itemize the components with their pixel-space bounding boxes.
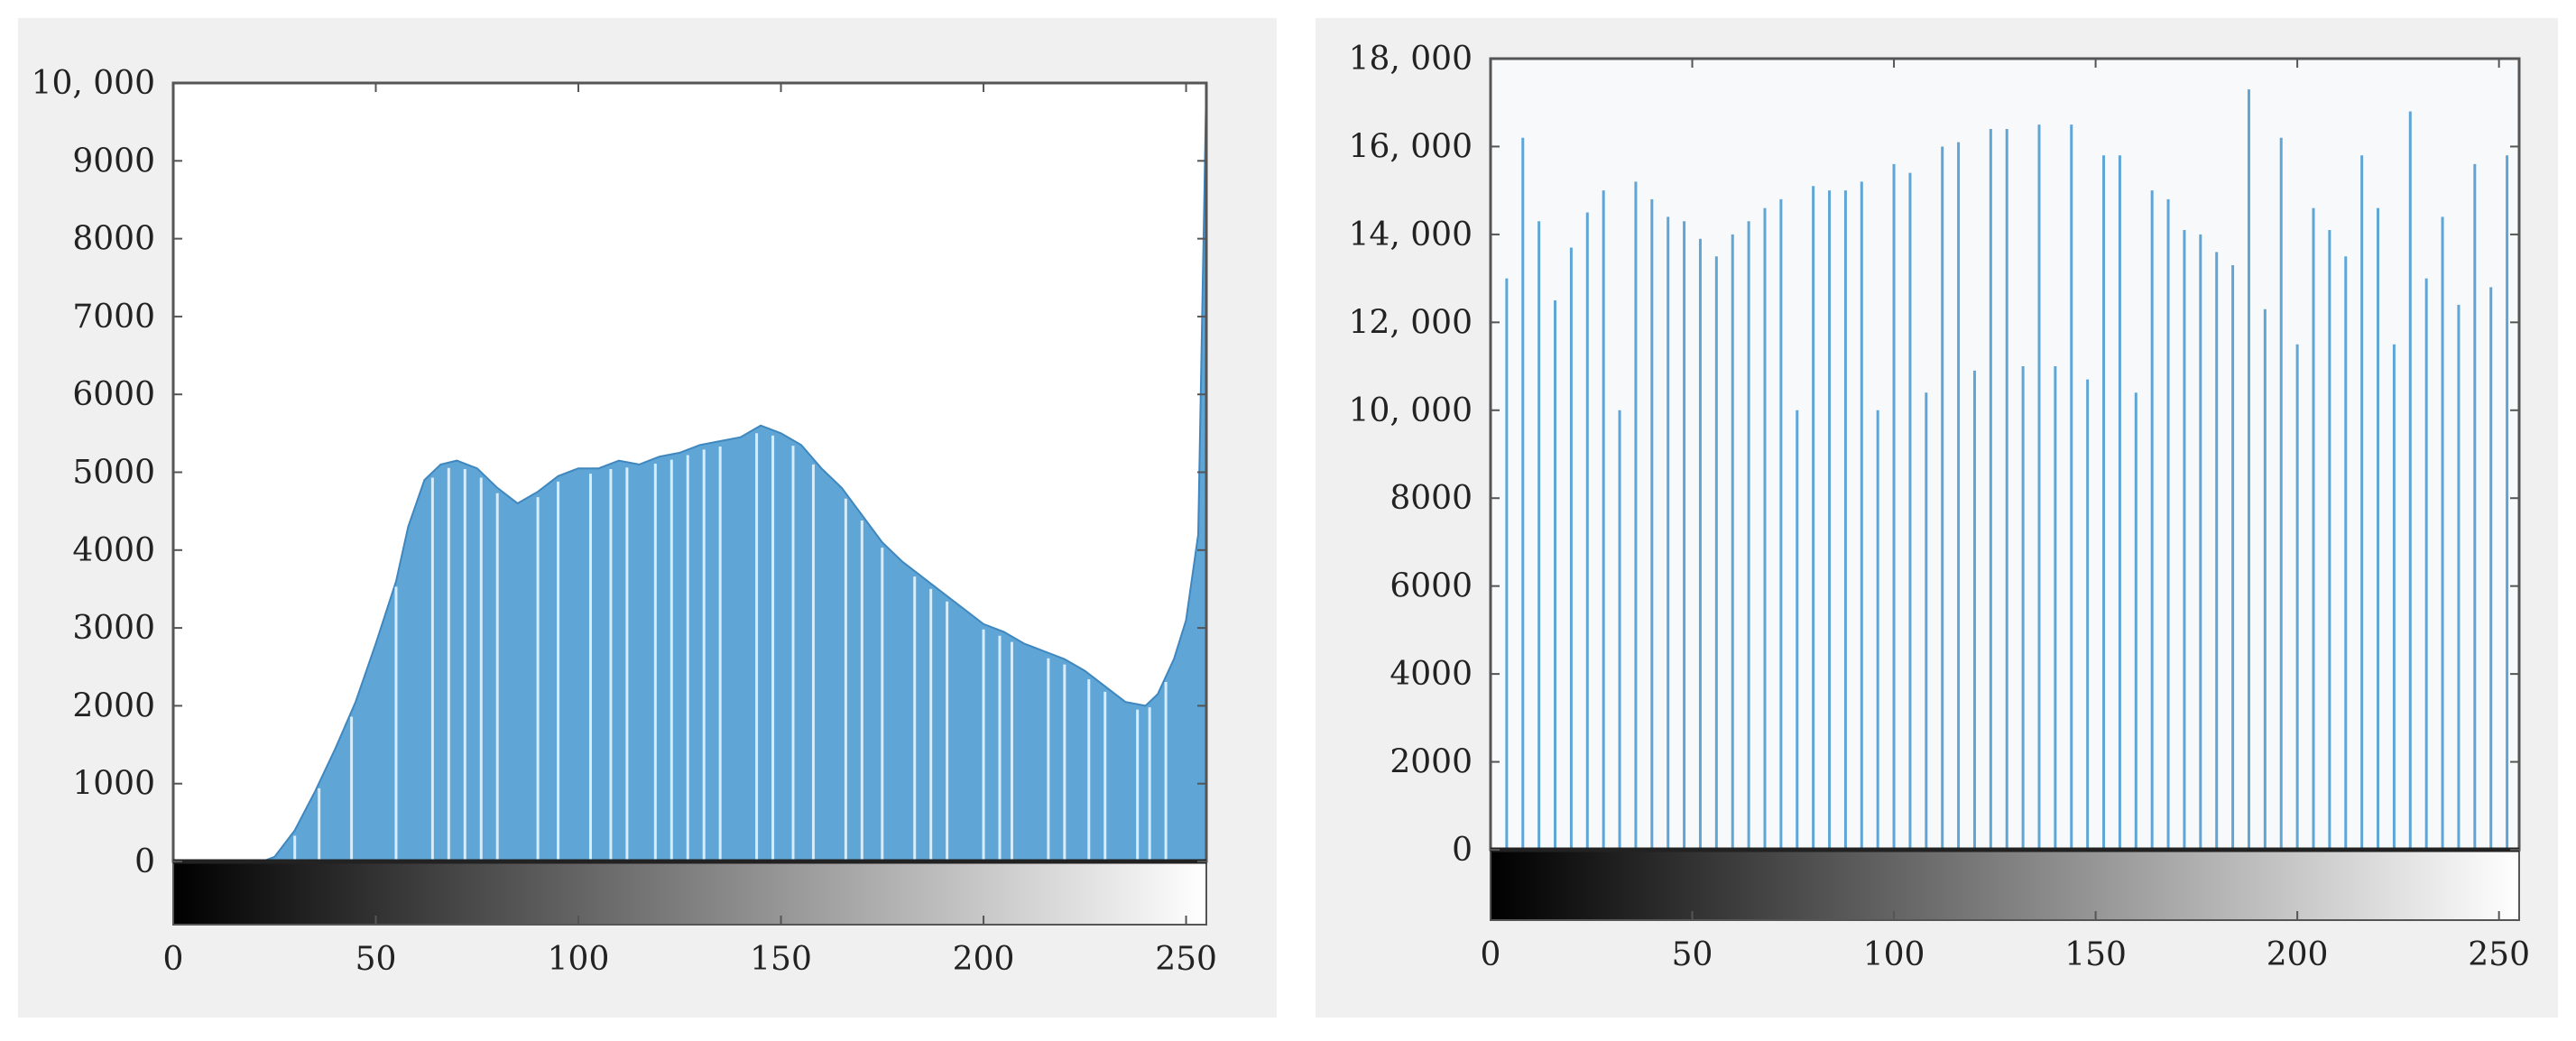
y-tick-label: 2000 (72, 687, 155, 724)
y-tick-label: 2000 (1390, 744, 1473, 781)
x-tick-label: 100 (1863, 936, 1925, 973)
x-tick-label: 250 (2468, 936, 2530, 973)
x-tick-label: 0 (163, 941, 184, 978)
histogram-panel-left: 0 1000 2000 3000 4000 5000 6000 7000 8000 9000 10,… (18, 18, 1277, 1018)
y-tick-label: 6000 (72, 376, 155, 413)
x-tick-label: 200 (2267, 936, 2329, 973)
x-tick-label: 250 (1155, 941, 1217, 978)
y-tick-label: 6000 (1390, 568, 1473, 605)
y-tick-label: 5000 (72, 455, 155, 492)
y-tick-label: 9000 (72, 143, 155, 180)
y-tick-label: 4000 (1390, 656, 1473, 693)
x-tick-label: 50 (355, 941, 397, 978)
x-tick-label: 0 (1481, 936, 1501, 973)
y-tick-label: 14, 000 (1349, 216, 1473, 253)
x-tick-label: 200 (953, 941, 1015, 978)
y-tick-label: 18, 000 (1349, 41, 1473, 78)
y-tick-label: 4000 (72, 532, 155, 569)
y-tick-label: 0 (134, 843, 155, 880)
y-tick-label: 8000 (1390, 480, 1473, 517)
y-tick-label: 12, 000 (1349, 304, 1473, 341)
x-tick-label: 150 (750, 941, 812, 978)
histogram-left-chart: 010002000300040005000600070008000900010,… (32, 65, 1217, 978)
y-tick-label: 8000 (72, 221, 155, 258)
y-tick-label: 10, 000 (32, 65, 155, 102)
grayscale-colorbar (1490, 849, 2520, 921)
x-tick-label: 100 (548, 941, 610, 978)
plot-area (1491, 59, 2519, 850)
y-tick-label: 10, 000 (1349, 392, 1473, 429)
y-tick-label: 0 (1452, 832, 1473, 869)
y-tick-label: 3000 (72, 610, 155, 647)
x-tick-label: 50 (1672, 936, 1713, 973)
grayscale-colorbar (172, 861, 1207, 926)
x-tick-label: 150 (2064, 936, 2127, 973)
y-tick-label: 7000 (72, 299, 155, 336)
y-tick-label: 1000 (72, 766, 155, 803)
histogram-panel-right: 0 2000 4000 6000 8000 10, 000 12, 000 14, 000 16… (1316, 18, 2558, 1018)
y-tick-label: 16, 000 (1349, 128, 1473, 165)
